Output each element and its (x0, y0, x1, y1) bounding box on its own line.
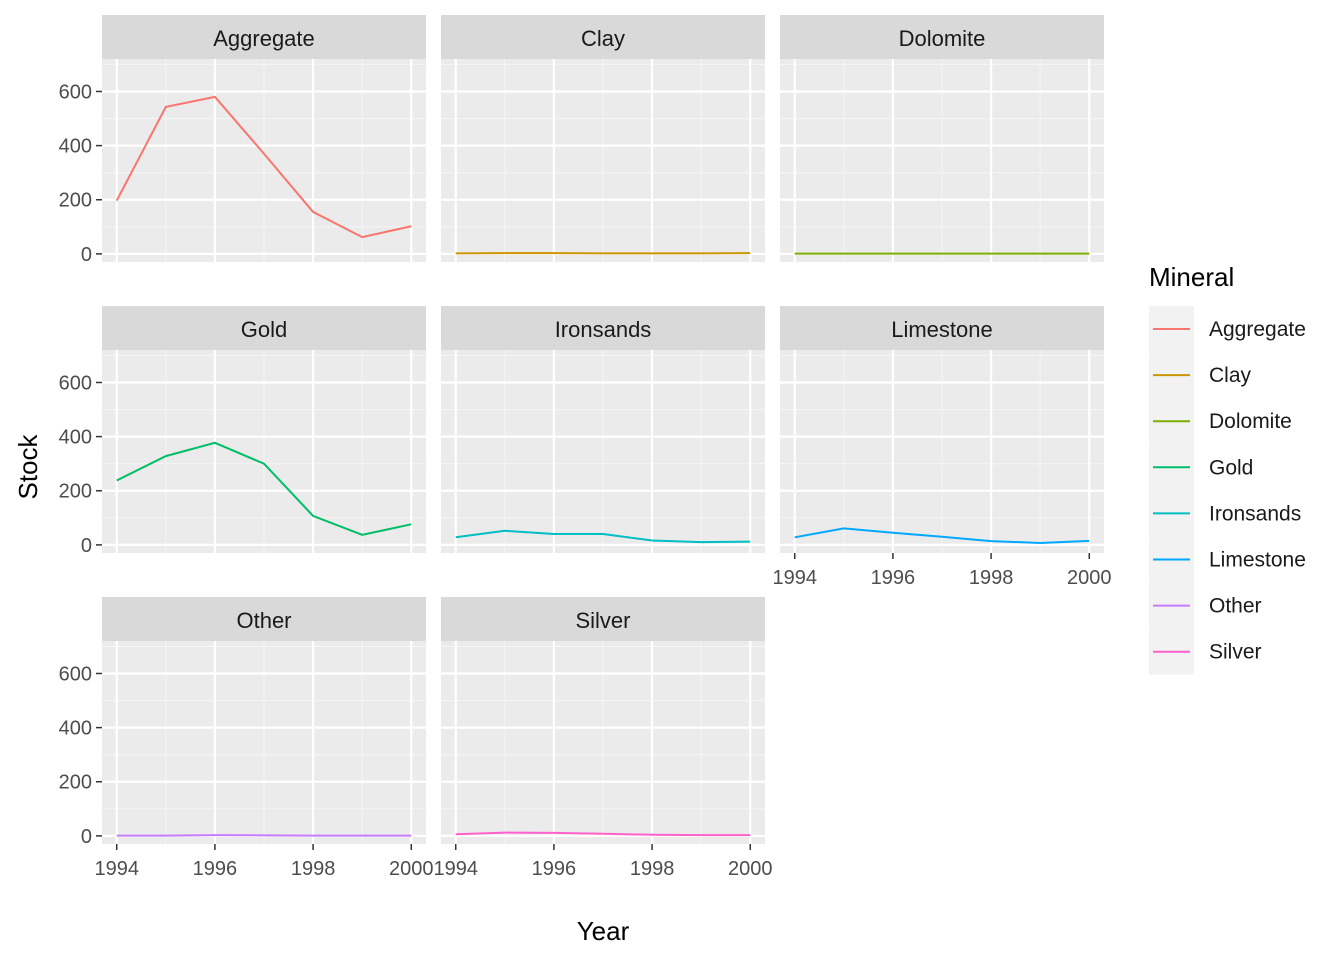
facet-strip-label: Dolomite (899, 26, 986, 51)
y-tick-label: 0 (81, 244, 92, 266)
x-tick-label: 1994 (94, 858, 139, 880)
y-tick-label: 400 (59, 136, 92, 158)
legend-label: Gold (1209, 456, 1253, 479)
y-tick-label: 600 (59, 663, 92, 685)
facet-strip-label: Clay (581, 26, 625, 51)
x-tick-label: 2000 (1067, 567, 1112, 589)
y-tick-label: 400 (59, 718, 92, 740)
legend-label: Aggregate (1209, 318, 1306, 341)
y-tick-label: 400 (59, 427, 92, 449)
y-tick-label: 600 (59, 372, 92, 394)
y-tick-label: 600 (59, 81, 92, 103)
y-axis-title: Stock (13, 433, 43, 499)
x-tick-label: 1996 (532, 858, 577, 880)
x-tick-label: 2000 (389, 858, 434, 880)
x-tick-label: 1998 (969, 567, 1014, 589)
y-tick-label: 0 (81, 535, 92, 557)
facet-strip-label: Aggregate (213, 26, 315, 51)
x-tick-label: 1996 (871, 567, 916, 589)
x-tick-label: 2000 (728, 858, 773, 880)
x-tick-label: 1998 (630, 858, 675, 880)
y-tick-label: 0 (81, 826, 92, 848)
x-axis-title: Year (577, 916, 630, 946)
facet-strip-label: Limestone (891, 317, 993, 342)
legend-label: Other (1209, 595, 1262, 618)
y-tick-label: 200 (59, 190, 92, 212)
facet-strip-label: Gold (241, 317, 287, 342)
series-line-other (117, 835, 412, 836)
legend-title: Mineral (1149, 262, 1234, 292)
facet-strip-label: Other (236, 608, 291, 633)
x-tick-label: 1996 (193, 858, 238, 880)
y-tick-label: 200 (59, 772, 92, 794)
x-tick-label: 1998 (291, 858, 336, 880)
y-tick-label: 200 (59, 481, 92, 503)
legend-label: Ironsands (1209, 502, 1301, 525)
x-tick-label: 1994 (433, 858, 478, 880)
legend-label: Clay (1209, 364, 1252, 387)
legend-label: Dolomite (1209, 410, 1292, 433)
facet-strip-label: Ironsands (555, 317, 652, 342)
legend-label: Silver (1209, 641, 1262, 664)
facet-strip-label: Silver (575, 608, 630, 633)
x-tick-label: 1994 (772, 567, 817, 589)
legend-label: Limestone (1209, 549, 1306, 572)
